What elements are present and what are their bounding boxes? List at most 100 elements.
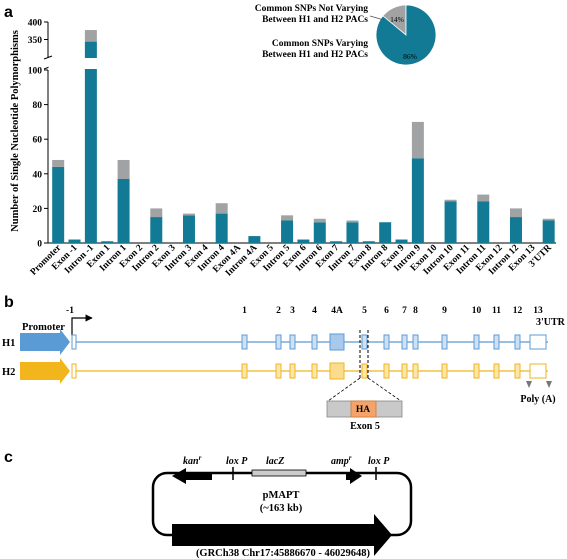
bar-varying: [362, 241, 375, 243]
bars: [48, 30, 559, 243]
bar-varying: [411, 158, 424, 243]
loxp-label-2: lox P: [368, 456, 390, 467]
bar-not-varying: [411, 121, 424, 159]
bar-varying: [52, 166, 65, 243]
h2-exon: [412, 363, 419, 379]
promoter-arrow-h2: [20, 358, 70, 384]
bar-not-varying: [346, 220, 359, 223]
exon-number: 1: [242, 306, 247, 316]
plasmid-map: kanr lox P lacZ ampr lox P pMAPT (~163 k…: [151, 454, 413, 559]
pie-legend-not-varying-line2: Between H1 and H2 PACs: [262, 15, 368, 25]
pie-legend-varying-line1: Common SNPs Varying: [272, 39, 368, 49]
bar-not-varying: [84, 30, 97, 42]
exon5-zoom-line-right: [367, 377, 402, 402]
exon-number: 9: [442, 306, 447, 316]
pie-label-varying-pct: 86%: [403, 52, 417, 61]
plasmid-name: pMAPT: [263, 490, 300, 501]
bar-not-varying: [313, 218, 326, 223]
bar-varying: [444, 201, 457, 243]
polya-label: Poly (A): [520, 394, 555, 405]
y-tick-label: 60: [33, 136, 43, 146]
h2-exon: [383, 363, 390, 379]
amp-label: ampr: [331, 454, 352, 467]
bar-not-varying: [182, 213, 195, 216]
exon-number: 5: [362, 306, 367, 316]
loxp-label-1: lox P: [226, 456, 248, 467]
h2-label: H2: [2, 367, 15, 378]
exon-number: -1: [66, 306, 74, 316]
lacz-gene-box: [251, 469, 307, 477]
amp-resistance-arrow: [346, 468, 362, 484]
exon-number: 7: [402, 306, 407, 316]
h1-exon: [412, 334, 419, 350]
bar-varying: [477, 201, 490, 243]
utr-label: 3'UTR: [536, 317, 566, 328]
mapt-gene-arrow: [172, 514, 392, 556]
h2-exon: [473, 363, 480, 379]
h1-exon: [361, 334, 368, 350]
pie-legend-varying-line2: Between H1 and H2 PACs: [262, 50, 368, 60]
h1-exon: [329, 333, 345, 351]
lacz-label: lacZ: [266, 456, 284, 467]
bar-varying: [117, 178, 130, 243]
h2-exon: [493, 363, 500, 379]
polya-triangle: [546, 381, 552, 388]
polya-triangle: [526, 381, 532, 388]
promoter-arrow-h1: [20, 329, 70, 355]
y-axis-title: Number of Single Nucleotide Polymorphism…: [10, 30, 21, 232]
axis-break-gap: [48, 58, 559, 69]
ha-tag: [350, 400, 377, 418]
pie-leader-line: [369, 15, 385, 21]
h2-exon: [275, 363, 282, 379]
exon5-zoom-line-left: [327, 377, 361, 402]
bar-not-varying: [542, 218, 555, 221]
exon-number: 13: [533, 306, 543, 316]
mapt-coordinates: (GRCh38 Chr17:45886670 - 46029648): [196, 548, 371, 559]
bar-varying: [542, 220, 555, 243]
pie-label-not-varying-pct: 14%: [390, 15, 404, 24]
exon-number: 6: [384, 306, 389, 316]
y-tick-label: 20: [33, 205, 43, 215]
exon-number: 12: [513, 306, 523, 316]
h1-exon: [311, 334, 318, 350]
h2-exon: [441, 363, 448, 379]
exon-number: 10: [472, 306, 482, 316]
bar-not-varying: [150, 208, 163, 218]
exon-number: 3: [290, 306, 295, 316]
exon-number: 4A: [331, 306, 343, 316]
exon-number: 4: [312, 306, 317, 316]
gene-structure-diagram: Promoter H1 H2 -1 1 2 3 4 4A 5 6 7 8 9 10 11 12 13 3'U…: [2, 306, 566, 432]
bar-not-varying: [281, 215, 294, 221]
bar-varying: [346, 222, 359, 243]
bar-varying: [248, 236, 261, 243]
transcription-start-arrow: [71, 314, 93, 336]
exon-numbers: -1 1 2 3 4 4A 5 6 7 8 9 10 11 12 13: [66, 306, 543, 316]
h2-exon: [241, 363, 248, 379]
h1-exon: [383, 334, 390, 350]
h1-exons: [71, 333, 547, 351]
pie-legend-not-varying-line1: Common SNPs Not Varying: [255, 4, 368, 14]
bar-not-varying: [215, 203, 228, 214]
bar-not-varying: [509, 208, 522, 218]
exon-number: 11: [492, 306, 501, 316]
pie-chart: 14% 86% Common SNPs Not Varying Between …: [255, 4, 437, 66]
y-tick-label: 0: [37, 240, 42, 250]
h1-exon: [473, 334, 480, 350]
y-ticks: 0 20 40 60 80 100 350 400: [28, 19, 48, 250]
panel-label-b: b: [4, 294, 14, 311]
bar-not-varying: [477, 194, 490, 202]
h1-exon: [275, 334, 282, 350]
h2-exon: [329, 362, 345, 380]
bar-varying: [182, 215, 195, 243]
bar-varying: [84, 41, 97, 243]
plasmid-size: (~163 kb): [260, 503, 303, 514]
h2-exon: [514, 363, 521, 379]
h2-exon: [361, 363, 368, 379]
bar-not-varying: [444, 199, 457, 202]
bar-not-varying: [117, 159, 130, 179]
h2-exon: [289, 363, 296, 379]
h2-exon: [529, 363, 547, 379]
h1-exon: [401, 334, 408, 350]
